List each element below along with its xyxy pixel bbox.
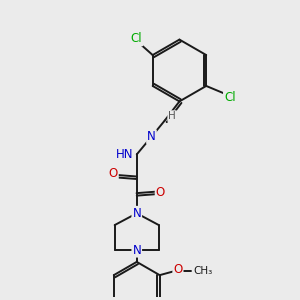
- Text: CH₃: CH₃: [193, 266, 212, 276]
- Text: HN: HN: [116, 148, 133, 161]
- Text: O: O: [109, 167, 118, 180]
- Text: O: O: [156, 186, 165, 199]
- Text: O: O: [173, 263, 183, 276]
- Text: Cl: Cl: [131, 32, 142, 45]
- Text: N: N: [132, 244, 141, 256]
- Text: N: N: [132, 207, 141, 220]
- Text: N: N: [147, 130, 156, 143]
- Text: H: H: [168, 111, 176, 121]
- Text: Cl: Cl: [224, 91, 236, 104]
